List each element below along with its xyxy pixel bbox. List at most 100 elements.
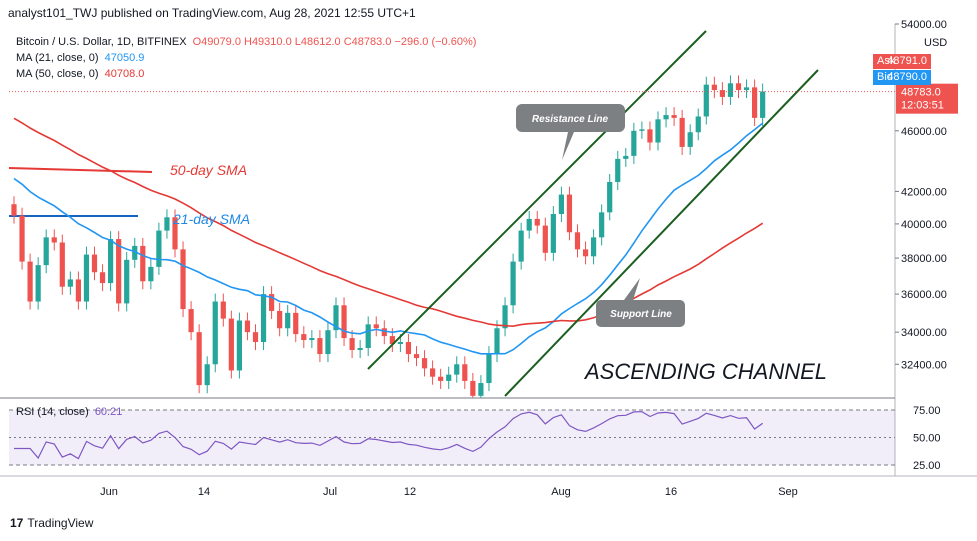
candle-body (132, 245, 138, 260)
candle-body (67, 279, 73, 287)
candle-body (83, 254, 90, 302)
sma21-annotation: 21-day SMA (172, 211, 250, 227)
candle-body (43, 237, 49, 266)
tradingview-brand[interactable]: 17 TradingView (10, 516, 93, 530)
rsi-label: RSI (14, close) (16, 406, 89, 418)
candle-body (752, 87, 758, 118)
candle-body (164, 217, 170, 231)
ask-tag: Ask 48791.0 (873, 54, 931, 69)
candle-body (647, 129, 653, 143)
candle-body (719, 90, 725, 97)
candle-body (711, 84, 717, 91)
bid-label: Bid (877, 71, 893, 83)
rsi-legend[interactable]: RSI (14, close) 60.21 (16, 406, 122, 418)
ask-label: Ask (877, 55, 896, 67)
candle-body (518, 230, 524, 262)
ma21-label: MA (21, close, 0) (16, 52, 99, 64)
candle-body (502, 305, 508, 329)
candle-body (236, 320, 242, 371)
candle-body (341, 305, 347, 339)
candle-body (663, 115, 669, 120)
candle-body (196, 332, 202, 386)
candle-body (599, 212, 605, 238)
candle-body (349, 338, 355, 351)
candle-body (35, 265, 41, 302)
candle-body (550, 213, 556, 253)
price-tick-label: 36000.00 (901, 289, 947, 301)
candle-body (285, 312, 291, 329)
candle-body (140, 245, 146, 282)
rsi-tick-label: 50.00 (913, 433, 941, 445)
candle-body (309, 338, 315, 341)
last-price-label: 48783.0 (901, 87, 941, 99)
candle-body (486, 354, 492, 384)
ma50-value: 40708.0 (104, 68, 145, 80)
candle-body (421, 358, 428, 369)
resistance-channel-line (367, 30, 707, 370)
candle-body (558, 194, 564, 214)
price-tick-label: 46000.00 (901, 126, 947, 138)
rsi-axis: 25.00 50.00 75.00 (913, 405, 941, 472)
candle-body (574, 232, 581, 250)
symbol-legend[interactable]: Bitcoin / U.S. Dollar, 1D, BITFINEX O490… (16, 36, 476, 48)
ohlc-values: O49079.0 H49310.0 L48612.0 C48783.0 −296… (192, 36, 477, 48)
price-tick-label: 42000.00 (901, 186, 947, 198)
candle-body (405, 342, 412, 355)
candle-body (333, 305, 339, 331)
candle-body (671, 115, 677, 118)
candle-body (591, 237, 597, 257)
candle-body (11, 204, 17, 216)
candle-body (735, 83, 742, 91)
ma50-line (13, 117, 764, 328)
candle-body (260, 294, 267, 343)
candle-body (639, 129, 645, 131)
ma21-legend[interactable]: MA (21, close, 0) 47050.9 (16, 52, 144, 64)
candle-body (317, 338, 323, 355)
resistance-callout-bubble (516, 104, 625, 160)
bid-value: 48790.0 (887, 71, 927, 83)
price-tick-label: 38000.00 (901, 253, 947, 265)
candle-body (510, 261, 516, 306)
ma50-legend[interactable]: MA (50, close, 0) 40708.0 (16, 68, 144, 80)
candle-body (116, 239, 122, 304)
candle-body (51, 237, 57, 243)
candle-body (301, 334, 307, 341)
publisher-line: analyst101_TWJ published on TradingView.… (8, 6, 416, 20)
rsi-tick-label: 25.00 (913, 460, 941, 472)
candle-body (703, 84, 709, 117)
currency-label: USD (924, 37, 947, 49)
ask-value: 48791.0 (887, 55, 927, 67)
rsi-line (14, 411, 764, 460)
rsi-pane (9, 409, 895, 466)
candle-body (91, 254, 98, 273)
time-tick-label: Aug (551, 486, 571, 498)
time-tick-label: Sep (778, 486, 798, 498)
candle-body (381, 328, 387, 337)
candle-body (566, 194, 573, 233)
support-callout: Support Line (596, 278, 685, 327)
ma50-label: MA (50, close, 0) (16, 68, 99, 80)
candle-body (582, 249, 589, 257)
candle-body (438, 376, 444, 381)
candle-body (325, 330, 331, 355)
channel-title: ASCENDING CHANNEL (583, 359, 827, 384)
candle-body (695, 116, 701, 133)
candle-body (454, 364, 460, 375)
resistance-callout-label: Resistance Line (532, 114, 609, 125)
candle-body (446, 374, 452, 381)
candle-body (743, 87, 750, 91)
candle-body (212, 301, 218, 365)
countdown-label: 12:03:51 (901, 100, 944, 112)
resistance-callout: Resistance Line (516, 104, 625, 160)
candle-body (615, 158, 621, 182)
support-callout-bubble (596, 278, 685, 327)
candle-body (470, 380, 476, 396)
candle-body (679, 117, 685, 147)
time-tick-label: 14 (198, 486, 210, 498)
last-price-tag (896, 83, 958, 114)
candle-body (180, 249, 186, 310)
candle-body (623, 155, 629, 159)
candle-body (124, 259, 130, 304)
